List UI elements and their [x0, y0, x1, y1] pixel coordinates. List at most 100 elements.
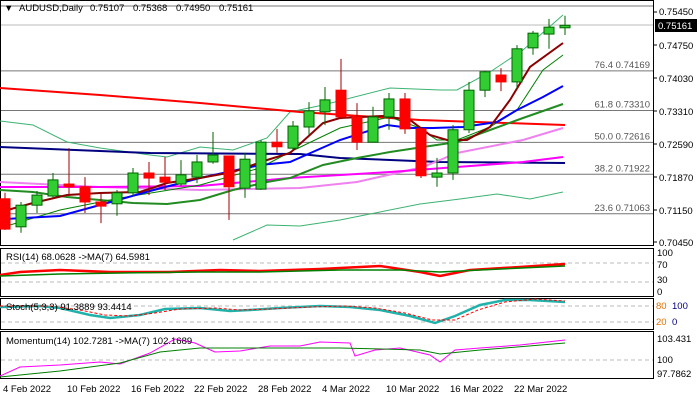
candle [495, 68, 507, 92]
candle [431, 157, 443, 187]
momentum-line [0, 338, 566, 377]
candle-body [351, 116, 363, 143]
candle-body [63, 183, 75, 188]
candle-body [463, 89, 475, 131]
price-label: 0.72590 [659, 140, 693, 151]
price-label: 0.73310 [659, 107, 693, 118]
candle [479, 70, 491, 98]
candle-body [47, 179, 59, 197]
date-label: 10 Feb 2022 [67, 384, 120, 395]
current-price-badge [655, 19, 697, 32]
candle-body [431, 172, 443, 178]
candle [367, 106, 379, 143]
symbol-label: AUDUSD,Daily [19, 3, 83, 14]
candle [399, 92, 411, 134]
fib-label: 38.2 0.71922 [595, 163, 650, 174]
momentum-axis-label: 103.431 [657, 334, 691, 345]
candle [79, 177, 91, 214]
rsi-axis-label: 30 [657, 275, 668, 286]
momentum-axis-label: 100 [657, 355, 673, 366]
date-label: 22 Feb 2022 [194, 384, 247, 395]
candle [543, 18, 555, 49]
price-label: 0.70450 [659, 238, 693, 249]
bollinger-lower-line [232, 191, 564, 241]
fib-label: 50.0 0.72616 [595, 131, 650, 142]
candle-body [95, 201, 107, 207]
price-label: 0.75450 [659, 7, 693, 18]
fib-label: 23.6 0.71063 [595, 203, 650, 214]
momentum-ma-line [0, 342, 566, 378]
candle [127, 167, 139, 196]
rsi-label: RSI(14) 68.0628 ->MA(7) 64.5981 [6, 252, 150, 263]
candle-body [415, 128, 427, 177]
candle [415, 128, 427, 179]
candle [287, 121, 299, 150]
candle-body [447, 129, 459, 174]
rsi-axis-label: 0 [657, 287, 662, 298]
stoch-axis-label: 0 [672, 317, 677, 328]
candle-body [495, 74, 507, 83]
candle [175, 160, 187, 186]
candle-body [223, 155, 235, 188]
candle [47, 173, 59, 198]
candle-body [31, 194, 43, 206]
candle-body [479, 71, 491, 91]
candle-body [559, 24, 571, 29]
candle [447, 125, 459, 180]
candle [271, 128, 283, 153]
candle [63, 148, 75, 196]
candle-body [527, 32, 539, 49]
candle [303, 102, 315, 135]
main-panel [0, 0, 654, 246]
candle-body [543, 26, 555, 35]
date-label: 28 Feb 2022 [258, 384, 311, 395]
date-label: 16 Mar 2022 [450, 384, 503, 395]
candle [207, 132, 219, 164]
candle-body [143, 172, 155, 179]
candle [111, 190, 123, 216]
candle [463, 81, 475, 133]
candle [351, 103, 363, 150]
candle [319, 86, 331, 126]
rsi-panel [0, 248, 654, 297]
momentum-axis-label: 97.7862 [657, 369, 691, 380]
candle [31, 190, 43, 214]
date-axis: 4 Feb 2022 10 Feb 2022 16 Feb 2022 22 Fe… [3, 384, 567, 395]
collapse-arrow-icon[interactable]: ▼ [4, 3, 13, 14]
candle-body [175, 174, 187, 185]
date-label: 4 Feb 2022 [3, 384, 51, 395]
candle-body [79, 186, 91, 203]
candle-body [367, 116, 379, 143]
rsi-axis-label: 70 [657, 260, 668, 271]
date-label: 16 Feb 2022 [131, 384, 184, 395]
candle-body [15, 204, 27, 228]
candle [239, 152, 251, 198]
ma-violet-line [0, 127, 564, 192]
candle-body [383, 98, 395, 118]
candle [255, 139, 267, 191]
date-label: 4 Mar 2022 [322, 384, 370, 395]
rsi-ma-line [0, 265, 566, 277]
date-label: 10 Mar 2022 [386, 384, 439, 395]
candle-body [191, 161, 203, 178]
candle-body [127, 172, 139, 194]
low-value: 0.74950 [176, 3, 210, 14]
candle-body [271, 141, 283, 148]
candle-body [319, 99, 331, 113]
bollinger-upper-line [0, 14, 564, 158]
price-label: 0.71150 [659, 206, 693, 217]
candle [159, 156, 171, 191]
candle-body [111, 192, 123, 205]
candle [143, 161, 155, 196]
candle [511, 45, 523, 89]
candle [223, 155, 235, 220]
candle-body [159, 176, 171, 183]
rsi-axis-label: 100 [657, 248, 673, 259]
high-value: 0.75368 [133, 3, 167, 14]
candle [383, 92, 395, 130]
candle-body [0, 198, 11, 230]
candle-body [399, 98, 411, 130]
price-label: 0.74750 [659, 41, 693, 52]
candle [559, 15, 571, 35]
